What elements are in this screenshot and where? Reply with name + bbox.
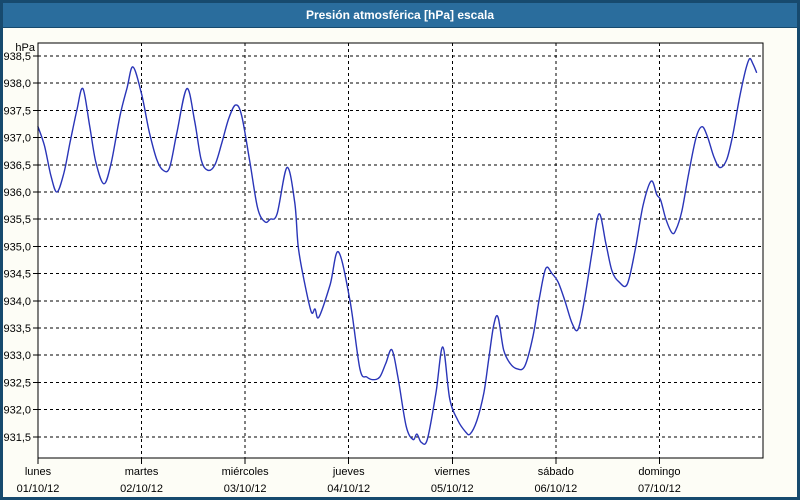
y-tick-label: 936,5	[3, 160, 31, 172]
y-tick-label: 938,5	[3, 51, 31, 63]
x-day-label: domingo	[638, 466, 680, 478]
y-tick-label: 937,5	[3, 105, 31, 117]
y-tick-label: 933,0	[3, 350, 31, 362]
x-date-label: 04/10/12	[327, 483, 370, 495]
x-day-label: miércoles	[222, 466, 270, 478]
y-axis-unit-label: hPa	[15, 42, 35, 54]
x-date-label: 06/10/12	[534, 483, 577, 495]
y-tick-label: 937,0	[3, 133, 31, 145]
x-date-label: 05/10/12	[431, 483, 474, 495]
x-day-label: viernes	[435, 466, 471, 478]
y-tick-label: 933,5	[3, 323, 31, 335]
x-day-label: sábado	[538, 466, 574, 478]
y-tick-label: 938,0	[3, 78, 31, 90]
x-day-label: jueves	[332, 466, 365, 478]
y-tick-label: 932,5	[3, 377, 31, 389]
chart-title: Presión atmosférica [hPa] escala	[305, 8, 495, 22]
x-date-label: 03/10/12	[224, 483, 267, 495]
y-tick-label: 932,0	[3, 405, 31, 417]
x-date-label: 07/10/12	[638, 483, 681, 495]
x-day-label: martes	[125, 466, 159, 478]
y-tick-label: 931,5	[3, 432, 31, 444]
y-tick-label: 935,0	[3, 241, 31, 253]
y-tick-label: 936,0	[3, 187, 31, 199]
chart-panel: 938,5 938,0 937,5 937,0 936,5 936,0 935,5 935,0…	[3, 28, 797, 497]
x-date-label: 02/10/12	[120, 483, 163, 495]
pressure-line-chart: 938,5 938,0 937,5 937,0 936,5 936,0 935,5 935,0…	[3, 42, 764, 495]
y-tick-label: 934,5	[3, 269, 31, 281]
pressure-line	[37, 57, 758, 445]
y-tick-label: 934,0	[3, 296, 31, 308]
x-date-label: 01/10/12	[17, 483, 60, 495]
x-day-label: lunes	[25, 466, 52, 478]
plot-border	[37, 42, 764, 459]
chart-title-bar: Presión atmosférica [hPa] escala	[3, 3, 797, 28]
y-tick-label: 935,5	[3, 214, 31, 226]
